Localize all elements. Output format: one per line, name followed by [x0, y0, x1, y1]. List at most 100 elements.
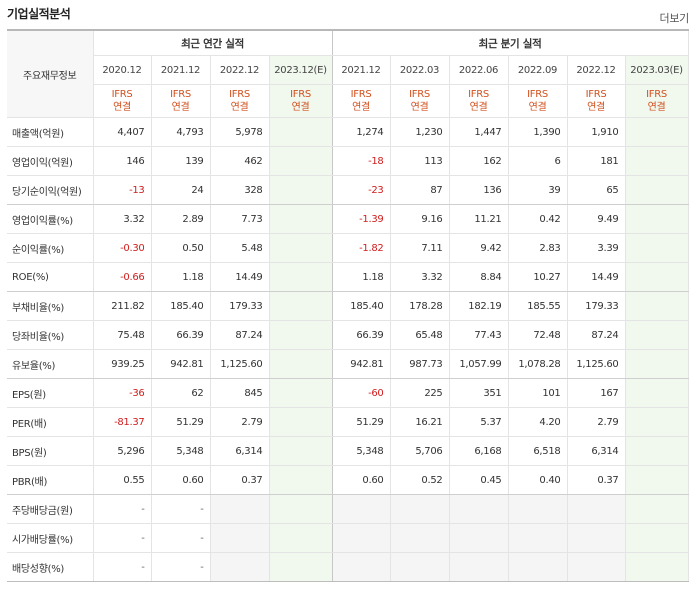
value-cell	[390, 552, 450, 582]
value-cell: 0.60	[151, 465, 211, 495]
value-cell: 6	[508, 146, 568, 176]
value-cell: 14.49	[567, 262, 626, 292]
value-cell: -0.30	[93, 233, 152, 263]
table-row: PER(배) -81.37 51.29 2.79 51.29 16.21 5.37 4.20 2…	[7, 407, 689, 437]
value-cell	[567, 494, 626, 524]
value-cell	[269, 436, 333, 466]
ifrs-consolidated-label: IFRS 연결	[390, 84, 450, 118]
value-cell	[269, 233, 333, 263]
value-cell	[625, 523, 689, 553]
ifrs-text: IFRS	[468, 89, 489, 100]
value-cell: 10.27	[508, 262, 568, 292]
value-cell: 4.20	[508, 407, 568, 437]
row-label: 시가배당률(%)	[7, 523, 94, 553]
value-cell: 139	[151, 146, 211, 176]
value-cell: 113	[390, 146, 450, 176]
quarter-period-header: 2022.09	[508, 55, 568, 85]
value-cell	[508, 552, 568, 582]
table-row: 시가배당률(%) - -	[7, 523, 689, 553]
row-label: 유보율(%)	[7, 349, 94, 379]
ifrs-text: IFRS	[229, 89, 250, 100]
ifrs-text: IFRS	[290, 89, 311, 100]
table-row: ROE(%) -0.66 1.18 14.49 1.18 3.32 8.84 10.27 14.…	[7, 262, 689, 292]
value-cell: 167	[567, 378, 626, 408]
value-cell: 0.42	[508, 204, 568, 234]
ifrs-consolidated-label: IFRS 연결	[508, 84, 568, 118]
value-cell: 182.19	[449, 291, 509, 321]
value-cell	[269, 523, 333, 553]
value-cell	[449, 552, 509, 582]
value-cell: 5,706	[390, 436, 450, 466]
value-cell: 65.48	[390, 320, 450, 350]
table-row: 유보율(%) 939.25 942.81 1,125.60 942.81 987.73 1,…	[7, 349, 689, 379]
value-cell: 0.37	[210, 465, 270, 495]
value-cell: 9.42	[449, 233, 509, 263]
value-cell: -18	[332, 146, 391, 176]
consolidated-text: 연결	[528, 102, 547, 113]
value-cell	[508, 523, 568, 553]
value-cell: -1.39	[332, 204, 391, 234]
annual-group-header: 최근 연간 실적	[93, 29, 333, 56]
value-cell: 51.29	[332, 407, 391, 437]
row-label: 당좌비율(%)	[7, 320, 94, 350]
table-row: EPS(원) -36 62 845 -60 225 351 101 167	[7, 378, 689, 408]
value-cell: 136	[449, 175, 509, 205]
value-cell	[625, 233, 689, 263]
table-row: 순이익률(%) -0.30 0.50 5.48 -1.82 7.11 9.42 2.83 3.3…	[7, 233, 689, 263]
value-cell: 1.18	[332, 262, 391, 292]
value-cell: -81.37	[93, 407, 152, 437]
value-cell: 146	[93, 146, 152, 176]
row-label: 매출액(억원)	[7, 117, 94, 147]
value-cell: -1.82	[332, 233, 391, 263]
corner-header: 주요재무정보	[7, 29, 94, 118]
value-cell	[625, 146, 689, 176]
value-cell: 845	[210, 378, 270, 408]
ifrs-text: IFRS	[646, 89, 667, 100]
value-cell: 0.55	[93, 465, 152, 495]
more-link[interactable]: 더보기	[659, 12, 690, 25]
value-cell	[269, 407, 333, 437]
value-cell: 9.49	[567, 204, 626, 234]
value-cell	[269, 175, 333, 205]
value-cell	[567, 523, 626, 553]
value-cell: 8.84	[449, 262, 509, 292]
value-cell	[269, 117, 333, 147]
value-cell	[210, 523, 270, 553]
value-cell: 462	[210, 146, 270, 176]
value-cell	[625, 465, 689, 495]
consolidated-text: 연결	[587, 102, 605, 113]
value-cell: 101	[508, 378, 568, 408]
value-cell: 5,978	[210, 117, 270, 147]
ifrs-consolidated-label: IFRS 연결	[269, 84, 333, 118]
value-cell: 39	[508, 175, 568, 205]
table-row: 매출액(억원) 4,407 4,793 5,978 1,274 1,230 1,447 1,3…	[7, 117, 689, 147]
value-cell: 0.52	[390, 465, 450, 495]
consolidated-text: 연결	[352, 102, 370, 113]
quarter-period-header: 2021.12	[332, 55, 391, 85]
value-cell: 66.39	[151, 320, 211, 350]
value-cell: 987.73	[390, 349, 450, 379]
ifrs-text: IFRS	[350, 89, 372, 100]
consolidated-text: 연결	[410, 102, 429, 113]
value-cell: 3.32	[93, 204, 152, 234]
value-cell	[269, 494, 333, 524]
value-cell: 211.82	[93, 291, 152, 321]
financial-table: 주요재무정보 최근 연간 실적 최근 분기 실적 2020.12 2021.12 2…	[7, 29, 689, 582]
value-cell: 2.83	[508, 233, 568, 263]
value-cell	[269, 146, 333, 176]
value-cell: 4,407	[93, 117, 152, 147]
value-cell	[269, 552, 333, 582]
value-cell: 16.21	[390, 407, 450, 437]
value-cell	[449, 494, 509, 524]
value-cell: -60	[332, 378, 391, 408]
value-cell	[625, 204, 689, 234]
quarter-period-header: 2023.03(E)	[625, 55, 689, 85]
value-cell: 62	[151, 378, 211, 408]
table-row: 주당배당금(원) - -	[7, 494, 689, 524]
value-cell	[269, 204, 333, 234]
value-cell: 179.33	[210, 291, 270, 321]
ifrs-consolidated-label: IFRS 연결	[93, 84, 152, 118]
value-cell	[625, 320, 689, 350]
value-cell: -	[151, 552, 211, 582]
consolidated-text: 연결	[171, 102, 190, 113]
